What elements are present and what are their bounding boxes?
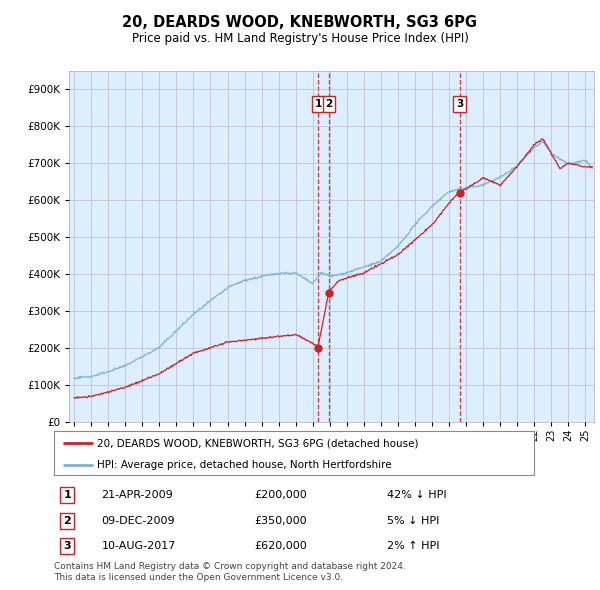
Text: 20, DEARDS WOOD, KNEBWORTH, SG3 6PG: 20, DEARDS WOOD, KNEBWORTH, SG3 6PG	[122, 15, 478, 30]
Text: £200,000: £200,000	[254, 490, 307, 500]
Text: 3: 3	[64, 541, 71, 551]
Text: HPI: Average price, detached house, North Hertfordshire: HPI: Average price, detached house, Nort…	[97, 460, 392, 470]
Text: 09-DEC-2009: 09-DEC-2009	[101, 516, 175, 526]
Text: Price paid vs. HM Land Registry's House Price Index (HPI): Price paid vs. HM Land Registry's House …	[131, 32, 469, 45]
Text: 3: 3	[456, 99, 463, 109]
Text: 21-APR-2009: 21-APR-2009	[101, 490, 173, 500]
Text: £350,000: £350,000	[254, 516, 307, 526]
Text: 2: 2	[64, 516, 71, 526]
Text: 2: 2	[325, 99, 332, 109]
Text: 1: 1	[314, 99, 322, 109]
Text: Contains HM Land Registry data © Crown copyright and database right 2024.
This d: Contains HM Land Registry data © Crown c…	[54, 562, 406, 582]
Text: 2% ↑ HPI: 2% ↑ HPI	[386, 541, 439, 551]
Text: 42% ↓ HPI: 42% ↓ HPI	[386, 490, 446, 500]
Text: £620,000: £620,000	[254, 541, 307, 551]
Text: 5% ↓ HPI: 5% ↓ HPI	[386, 516, 439, 526]
Text: 1: 1	[64, 490, 71, 500]
Text: 20, DEARDS WOOD, KNEBWORTH, SG3 6PG (detached house): 20, DEARDS WOOD, KNEBWORTH, SG3 6PG (det…	[97, 438, 419, 448]
Text: 10-AUG-2017: 10-AUG-2017	[101, 541, 176, 551]
